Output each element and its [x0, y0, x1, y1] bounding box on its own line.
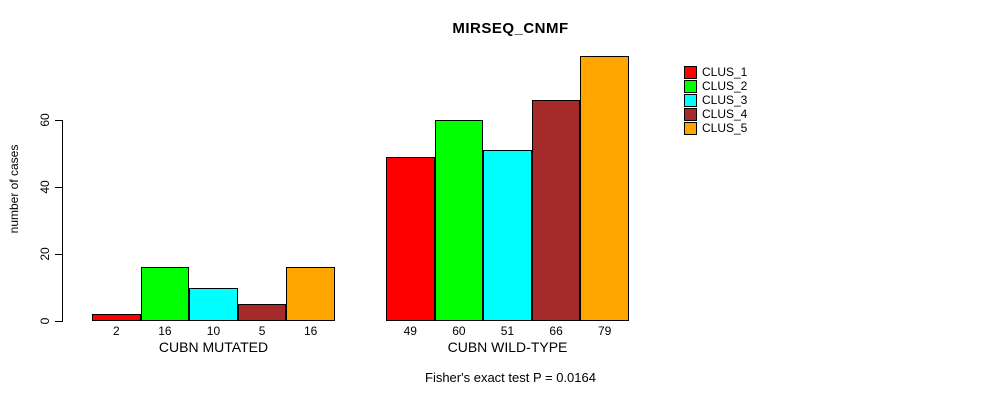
- chart-title: MIRSEQ_CNMF: [452, 20, 569, 37]
- y-axis-line: [62, 120, 63, 322]
- y-tick-mark: [55, 186, 62, 188]
- legend-swatch-clus_2: [684, 80, 697, 93]
- y-tick-label: 20: [38, 247, 52, 261]
- y-tick-label: 60: [38, 113, 52, 127]
- bar-clus_1: [386, 156, 435, 321]
- bar-clus_5: [580, 56, 629, 321]
- legend-label-clus_2: CLUS_2: [702, 79, 748, 93]
- legend-label-clus_5: CLUS_5: [702, 121, 748, 135]
- legend-swatch-clus_5: [684, 122, 697, 135]
- bar-value-label: 16: [304, 324, 318, 338]
- bar-value-label: 10: [206, 324, 221, 338]
- legend-swatch-clus_1: [684, 66, 697, 79]
- bar-value-label: 66: [549, 324, 563, 338]
- bar-value-label: 60: [452, 324, 466, 338]
- y-tick-mark: [55, 253, 62, 255]
- bar-value-label: 2: [112, 324, 120, 338]
- y-tick-label: 0: [38, 317, 52, 325]
- bar-clus_5: [286, 267, 335, 321]
- group-label: CUBN WILD-TYPE: [447, 339, 568, 355]
- y-tick-label: 40: [38, 180, 52, 194]
- bar-value-label: 51: [500, 324, 515, 338]
- y-tick-mark: [55, 119, 62, 121]
- bar-clus_4: [531, 99, 581, 321]
- bar-value-label: 16: [158, 324, 172, 338]
- legend-swatch-clus_4: [684, 108, 697, 121]
- annotation-text: Fisher's exact test P = 0.0164: [425, 370, 596, 385]
- bar-clus_1: [92, 314, 141, 321]
- y-axis-label: number of cases: [7, 144, 21, 234]
- bar-value-label: 79: [598, 324, 612, 338]
- bar-clus_3: [189, 287, 238, 321]
- legend-label-clus_4: CLUS_4: [702, 107, 748, 121]
- bar-value-label: 5: [258, 324, 266, 338]
- bar-clus_2: [140, 267, 190, 321]
- bar-clus_3: [483, 150, 532, 321]
- legend-swatch-clus_3: [684, 94, 697, 107]
- legend-label-clus_3: CLUS_3: [702, 93, 748, 107]
- bar-clus_4: [237, 304, 287, 321]
- group-label: CUBN MUTATED: [158, 339, 269, 355]
- bar-clus_2: [434, 120, 484, 321]
- legend-label-clus_1: CLUS_1: [702, 65, 748, 79]
- y-tick-mark: [55, 320, 62, 322]
- bar-value-label: 49: [403, 324, 417, 338]
